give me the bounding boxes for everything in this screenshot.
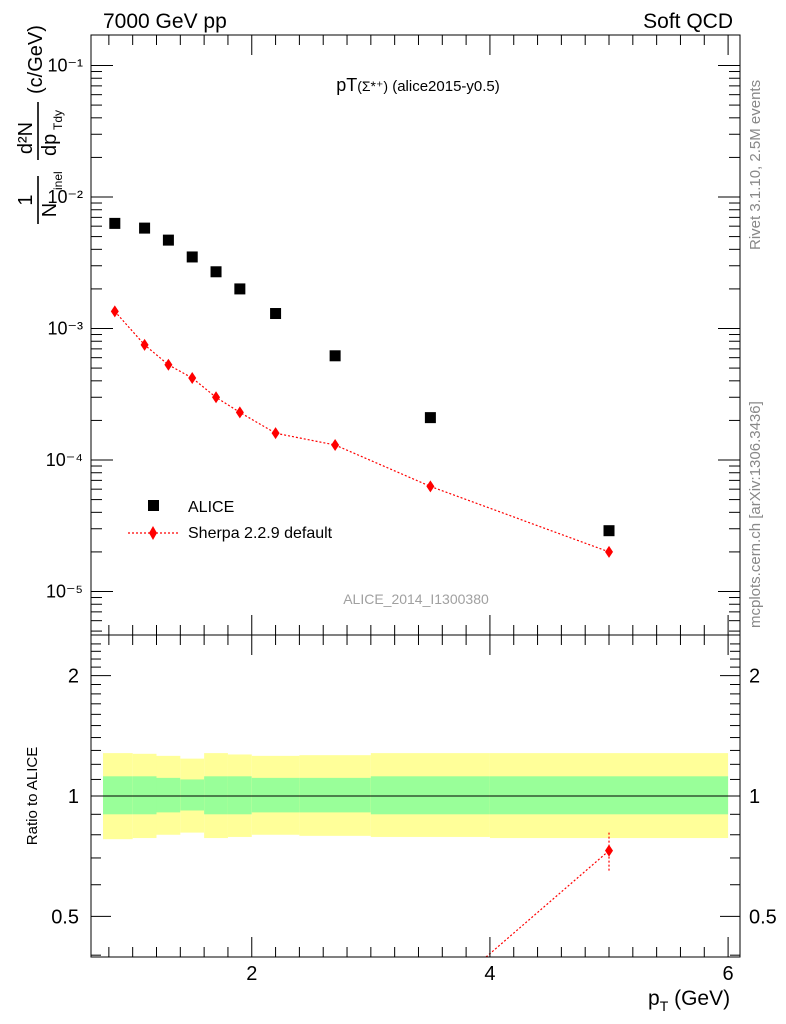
alice-point xyxy=(109,217,121,229)
ylabel-tdy: Tdy xyxy=(51,110,65,130)
main-ylabel: 1 N inel d²N dp Tdy (c/GeV) xyxy=(15,25,65,224)
alice-point xyxy=(186,251,198,263)
sherpa-point xyxy=(605,545,614,558)
plot-title: pT(Σ*⁺) (alice2015-y0.5) xyxy=(336,75,500,95)
sherpa-point xyxy=(212,391,221,404)
ratio-band-inner xyxy=(227,776,252,815)
main-ytick-label: 10⁻² xyxy=(47,187,83,207)
ratio-band-inner xyxy=(156,777,181,813)
main-panel: 10⁻⁵ 10⁻⁴ 10⁻³ 10⁻² 10⁻¹ pT(Σ*⁺) (alice2015-… xyxy=(15,25,741,636)
xtick-label: 4 xyxy=(484,963,495,985)
sherpa-ratio-point xyxy=(605,844,614,857)
main-ytick-label: 10⁻⁴ xyxy=(46,450,83,470)
sherpa-point xyxy=(426,480,435,493)
ylabel-n: N xyxy=(39,203,61,217)
xlabel-units: (GeV) xyxy=(668,987,730,1010)
xtick-label: 2 xyxy=(246,963,257,985)
ylabel-one: 1 xyxy=(15,194,37,205)
ratio-band-inner xyxy=(251,777,300,813)
xtick-label: 6 xyxy=(723,963,734,985)
ratio-band-inner xyxy=(204,776,228,815)
alice-point xyxy=(234,283,246,295)
sherpa-ratio-line xyxy=(485,850,610,958)
xlabel-p: p xyxy=(648,987,660,1010)
legend-item-sherpa: Sherpa 2.2.9 default xyxy=(128,525,333,542)
main-ytick-label: 10⁻⁵ xyxy=(46,582,83,602)
ratio-ytick-label-left: 2 xyxy=(68,666,79,688)
ratio-ytick-label-right: 1 xyxy=(749,786,760,808)
ratio-ytick-label-left: 1 xyxy=(68,786,79,808)
main-plot-content xyxy=(109,217,615,558)
rivet-version-label: Rivet 3.1.10, 2.5M events xyxy=(747,80,764,250)
main-frame xyxy=(90,34,741,636)
ratio-band-inner xyxy=(370,776,490,815)
ratio-ytick-label-right: 2 xyxy=(749,666,760,688)
sherpa-point xyxy=(271,427,280,440)
sherpa-point xyxy=(331,439,340,452)
ratio-band-inner xyxy=(180,779,205,811)
ratio-band-inner xyxy=(489,776,729,815)
main-axis-ticks: 10⁻⁵ 10⁻⁴ 10⁻³ 10⁻² 10⁻¹ xyxy=(46,35,740,635)
sherpa-line xyxy=(114,311,610,553)
ratio-band-inner xyxy=(299,777,371,813)
sherpa-point xyxy=(235,406,244,419)
alice-point xyxy=(210,266,222,278)
alice-point xyxy=(424,412,436,424)
alice-point xyxy=(329,350,341,362)
mcplots-label: mcplots.cern.ch [arXiv:1306.3436] xyxy=(747,401,764,628)
sherpa-point xyxy=(110,305,119,318)
sherpa-point xyxy=(140,338,149,351)
header-right: Soft QCD xyxy=(643,10,733,33)
analysis-watermark: ALICE_2014_I1300380 xyxy=(343,591,489,607)
ylabel-inel: inel xyxy=(51,171,65,190)
ratio-axis-ticks: 0.5 0.5 1 1 2 2 2 4 6 xyxy=(51,635,777,985)
header-left: 7000 GeV pp xyxy=(103,10,227,33)
legend-item-alice: ALICE xyxy=(148,499,234,516)
ratio-ytick-label-right: 0.5 xyxy=(749,906,777,928)
ratio-plot-content xyxy=(91,753,740,958)
legend: ALICE Sherpa 2.2.9 default xyxy=(128,499,333,542)
ylabel-dp: dp xyxy=(39,134,61,156)
sherpa-point xyxy=(188,372,197,385)
main-ytick-label: 10⁻¹ xyxy=(47,56,83,76)
alice-point xyxy=(139,222,151,234)
ratio-band-inner xyxy=(132,776,157,815)
ratio-ytick-label-left: 0.5 xyxy=(51,906,79,928)
ylabel-units: (c/GeV) xyxy=(25,25,47,94)
sherpa-point xyxy=(164,358,173,371)
legend-label-alice: ALICE xyxy=(188,499,234,516)
ratio-band-inner xyxy=(103,776,133,815)
alice-point xyxy=(603,525,615,537)
title-prefix: pT xyxy=(336,75,357,95)
alice-point xyxy=(270,308,282,320)
alice-point xyxy=(162,234,174,246)
xlabel-sub: T xyxy=(660,998,669,1014)
legend-label-sherpa: Sherpa 2.2.9 default xyxy=(188,525,333,542)
title-particle: (Σ*⁺) xyxy=(357,78,388,94)
xaxis-label: pT (GeV) xyxy=(648,987,730,1014)
ratio-ylabel: Ratio to ALICE xyxy=(24,747,41,845)
ratio-panel: 0.5 0.5 1 1 2 2 2 4 6 Ratio to ALICE xyxy=(24,634,777,985)
main-ytick-label: 10⁻³ xyxy=(47,319,83,339)
title-suffix: (alice2015-y0.5) xyxy=(388,78,500,95)
ylabel-d2n: d²N xyxy=(15,122,37,154)
